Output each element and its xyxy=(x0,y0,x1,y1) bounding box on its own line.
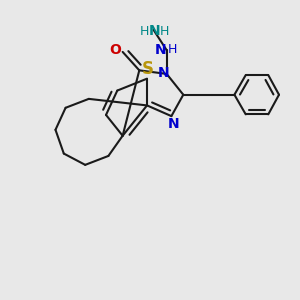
Text: S: S xyxy=(142,60,154,78)
Text: H: H xyxy=(140,25,149,38)
Text: N: N xyxy=(157,66,169,80)
Text: N: N xyxy=(149,24,161,38)
Text: H: H xyxy=(160,25,170,38)
Text: N: N xyxy=(168,117,180,131)
Text: H: H xyxy=(168,43,177,56)
Text: O: O xyxy=(109,43,121,56)
Text: N: N xyxy=(154,43,166,56)
